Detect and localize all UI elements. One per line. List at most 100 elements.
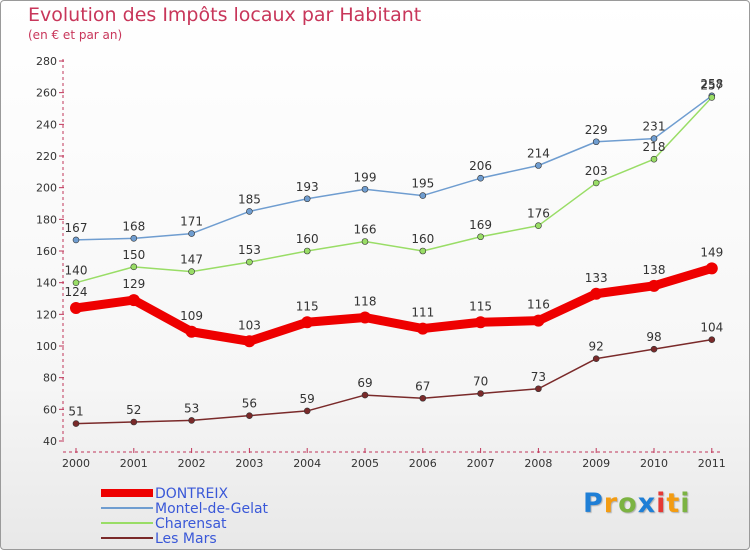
x-tick-label: 2001 — [120, 457, 148, 470]
data-label: 124 — [65, 285, 88, 299]
series-line — [71, 263, 717, 346]
data-point — [416, 322, 429, 335]
data-label: 231 — [643, 120, 666, 134]
data-point — [477, 390, 484, 397]
y-tick-label: 240 — [36, 118, 57, 131]
data-point — [188, 230, 195, 237]
data-label: 67 — [415, 379, 430, 393]
data-point — [72, 420, 80, 427]
x-tick-label: 2004 — [293, 457, 321, 470]
data-point — [705, 262, 718, 275]
legend-label: Les Mars — [155, 531, 217, 547]
data-point — [419, 394, 427, 402]
x-tick-label: 2000 — [62, 457, 90, 470]
logo-letter: o — [618, 488, 638, 519]
data-point — [70, 302, 82, 314]
data-label: 140 — [65, 264, 88, 278]
data-point — [592, 355, 600, 362]
data-label: 176 — [527, 207, 550, 221]
data-point — [303, 247, 311, 255]
series-line — [75, 96, 713, 284]
data-point — [477, 174, 484, 182]
legend-label: DONTREIX — [155, 486, 229, 502]
y-tick-label: 200 — [36, 182, 57, 195]
data-point — [188, 417, 195, 424]
data-point — [127, 294, 140, 307]
data-point — [361, 185, 369, 193]
data-point — [592, 138, 600, 146]
data-point — [535, 162, 542, 169]
data-point — [72, 279, 80, 286]
data-point — [188, 268, 195, 275]
chart-title: Evolution des Impôts locaux par Habitant — [28, 4, 422, 26]
series-les-mars: 51 52 53 56 59 69 67 70 73 92 98 104 — [68, 321, 723, 427]
data-label: 51 — [68, 405, 83, 419]
data-point — [303, 195, 311, 203]
data-label: 168 — [122, 219, 145, 233]
y-tick-label: 120 — [36, 308, 57, 321]
data-label: 53 — [184, 401, 199, 415]
x-tick-label: 2008 — [524, 457, 552, 470]
data-label: 203 — [585, 164, 608, 178]
data-label: 166 — [354, 223, 377, 237]
legend-item: Charensat — [101, 516, 227, 532]
data-label: 214 — [527, 147, 550, 161]
data-label: 150 — [122, 248, 145, 262]
data-label: 257 — [700, 78, 723, 92]
data-point — [535, 222, 542, 229]
y-tick-label: 280 — [36, 55, 57, 68]
data-point — [708, 336, 716, 343]
data-label: 160 — [296, 232, 319, 246]
data-label: 167 — [65, 221, 88, 235]
data-label: 115 — [296, 299, 319, 313]
data-label: 218 — [643, 140, 666, 154]
data-point — [72, 236, 80, 244]
legend-item: Les Mars — [101, 531, 217, 547]
legend-label: Charensat — [155, 516, 227, 532]
logo-letter: i — [680, 488, 691, 519]
data-label: 229 — [585, 123, 608, 137]
data-label: 133 — [585, 271, 608, 285]
series-dontreix: 124 129 109 103 115 118 111 115 116 133 138 149 — [65, 245, 723, 348]
x-tick-label: 2006 — [409, 457, 437, 470]
data-label: 147 — [180, 253, 203, 267]
data-label: 103 — [238, 318, 261, 332]
data-label: 195 — [411, 177, 434, 191]
data-label: 59 — [300, 392, 315, 406]
y-tick-label: 60 — [43, 403, 57, 416]
data-point — [361, 391, 369, 399]
data-label: 153 — [238, 243, 261, 257]
data-label: 206 — [469, 159, 492, 173]
data-point — [650, 155, 658, 163]
chart-subtitle: (en € et par an) — [28, 28, 123, 42]
data-label: 258 — [700, 77, 723, 91]
data-point — [590, 287, 603, 300]
data-label: 160 — [411, 232, 434, 246]
x-tick-label: 2005 — [351, 457, 379, 470]
data-point — [246, 208, 253, 215]
x-tick-label: 2009 — [582, 457, 610, 470]
x-tick-label: 2011 — [698, 457, 726, 470]
y-tick-label: 140 — [36, 277, 57, 290]
logo-letter: r — [603, 488, 619, 519]
data-label: 56 — [242, 397, 257, 411]
logo-letter: P — [583, 488, 604, 519]
data-label: 92 — [589, 340, 604, 354]
y-tick-label: 80 — [43, 372, 57, 385]
data-point — [419, 247, 427, 255]
series-line — [75, 338, 713, 425]
data-label: 116 — [527, 298, 550, 312]
data-label: 104 — [700, 321, 723, 335]
data-point — [301, 316, 314, 329]
data-point — [246, 412, 253, 419]
data-point — [650, 135, 658, 142]
data-point — [130, 418, 138, 426]
logo-letter: x — [637, 488, 657, 519]
data-label: 171 — [180, 215, 203, 229]
data-label: 149 — [700, 245, 723, 259]
series-montel-de-gelat: 167 168 171 185 193 199 195 206 214 229 231 258 — [65, 77, 723, 244]
data-label: 185 — [238, 192, 261, 206]
data-point — [130, 235, 138, 242]
